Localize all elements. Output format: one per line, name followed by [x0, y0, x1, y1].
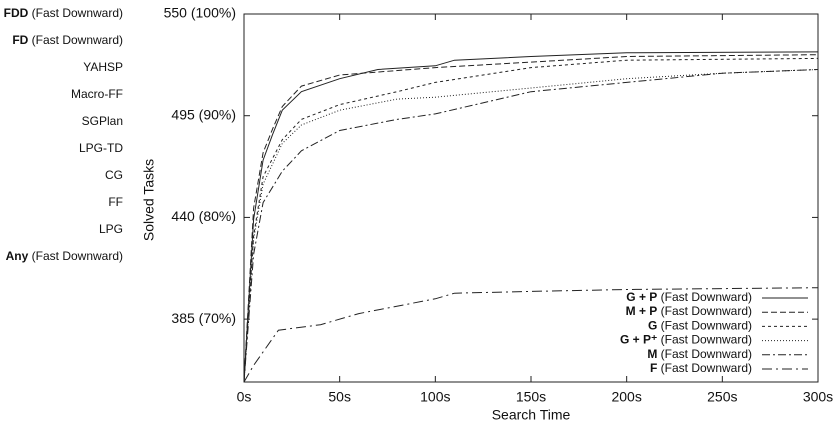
y-axis-label: Solved Tasks — [141, 159, 157, 241]
series-line — [243, 69, 819, 383]
sidebar-label: LPG — [99, 222, 123, 236]
series-line — [243, 51, 819, 383]
sidebar-label: FF — [108, 195, 123, 209]
legend-label: F (Fast Downward) — [650, 361, 752, 375]
y-tick-label: 385 (70%) — [171, 310, 236, 326]
legend-label: M + P (Fast Downward) — [626, 304, 752, 318]
sidebar-label: FD (Fast Downward) — [12, 33, 123, 47]
series-line — [243, 57, 819, 383]
y-tick-label: 440 (80%) — [171, 208, 236, 224]
x-tick-label: 50s — [328, 389, 351, 405]
legend-label: G + P (Fast Downward) — [626, 290, 752, 304]
legend-label: G (Fast Downward) — [648, 319, 752, 333]
sidebar-label: Macro-FF — [71, 87, 123, 101]
series-line — [243, 69, 819, 383]
sidebar-label: SGPlan — [82, 114, 123, 128]
legend-label: G + P⁺ (Fast Downward) — [620, 333, 752, 347]
sidebar-label: FDD (Fast Downward) — [4, 6, 123, 20]
x-tick-label: 200s — [611, 389, 641, 405]
sidebar-label: CG — [105, 168, 123, 182]
y-tick-label: 495 (90%) — [171, 106, 236, 122]
legend-label: M (Fast Downward) — [647, 347, 752, 361]
x-tick-label: 300s — [803, 389, 833, 405]
x-tick-label: 0s — [237, 389, 252, 405]
x-tick-label: 100s — [420, 389, 450, 405]
x-axis-label: Search Time — [492, 407, 571, 423]
y-tick-label: 550 (100%) — [164, 5, 236, 21]
series-line — [243, 54, 819, 383]
series-line — [243, 287, 819, 383]
sidebar-label: Any (Fast Downward) — [6, 249, 123, 263]
x-tick-label: 150s — [516, 389, 546, 405]
sidebar-label: LPG-TD — [79, 141, 123, 155]
x-tick-label: 250s — [707, 389, 737, 405]
sidebar-label: YAHSP — [83, 60, 123, 74]
